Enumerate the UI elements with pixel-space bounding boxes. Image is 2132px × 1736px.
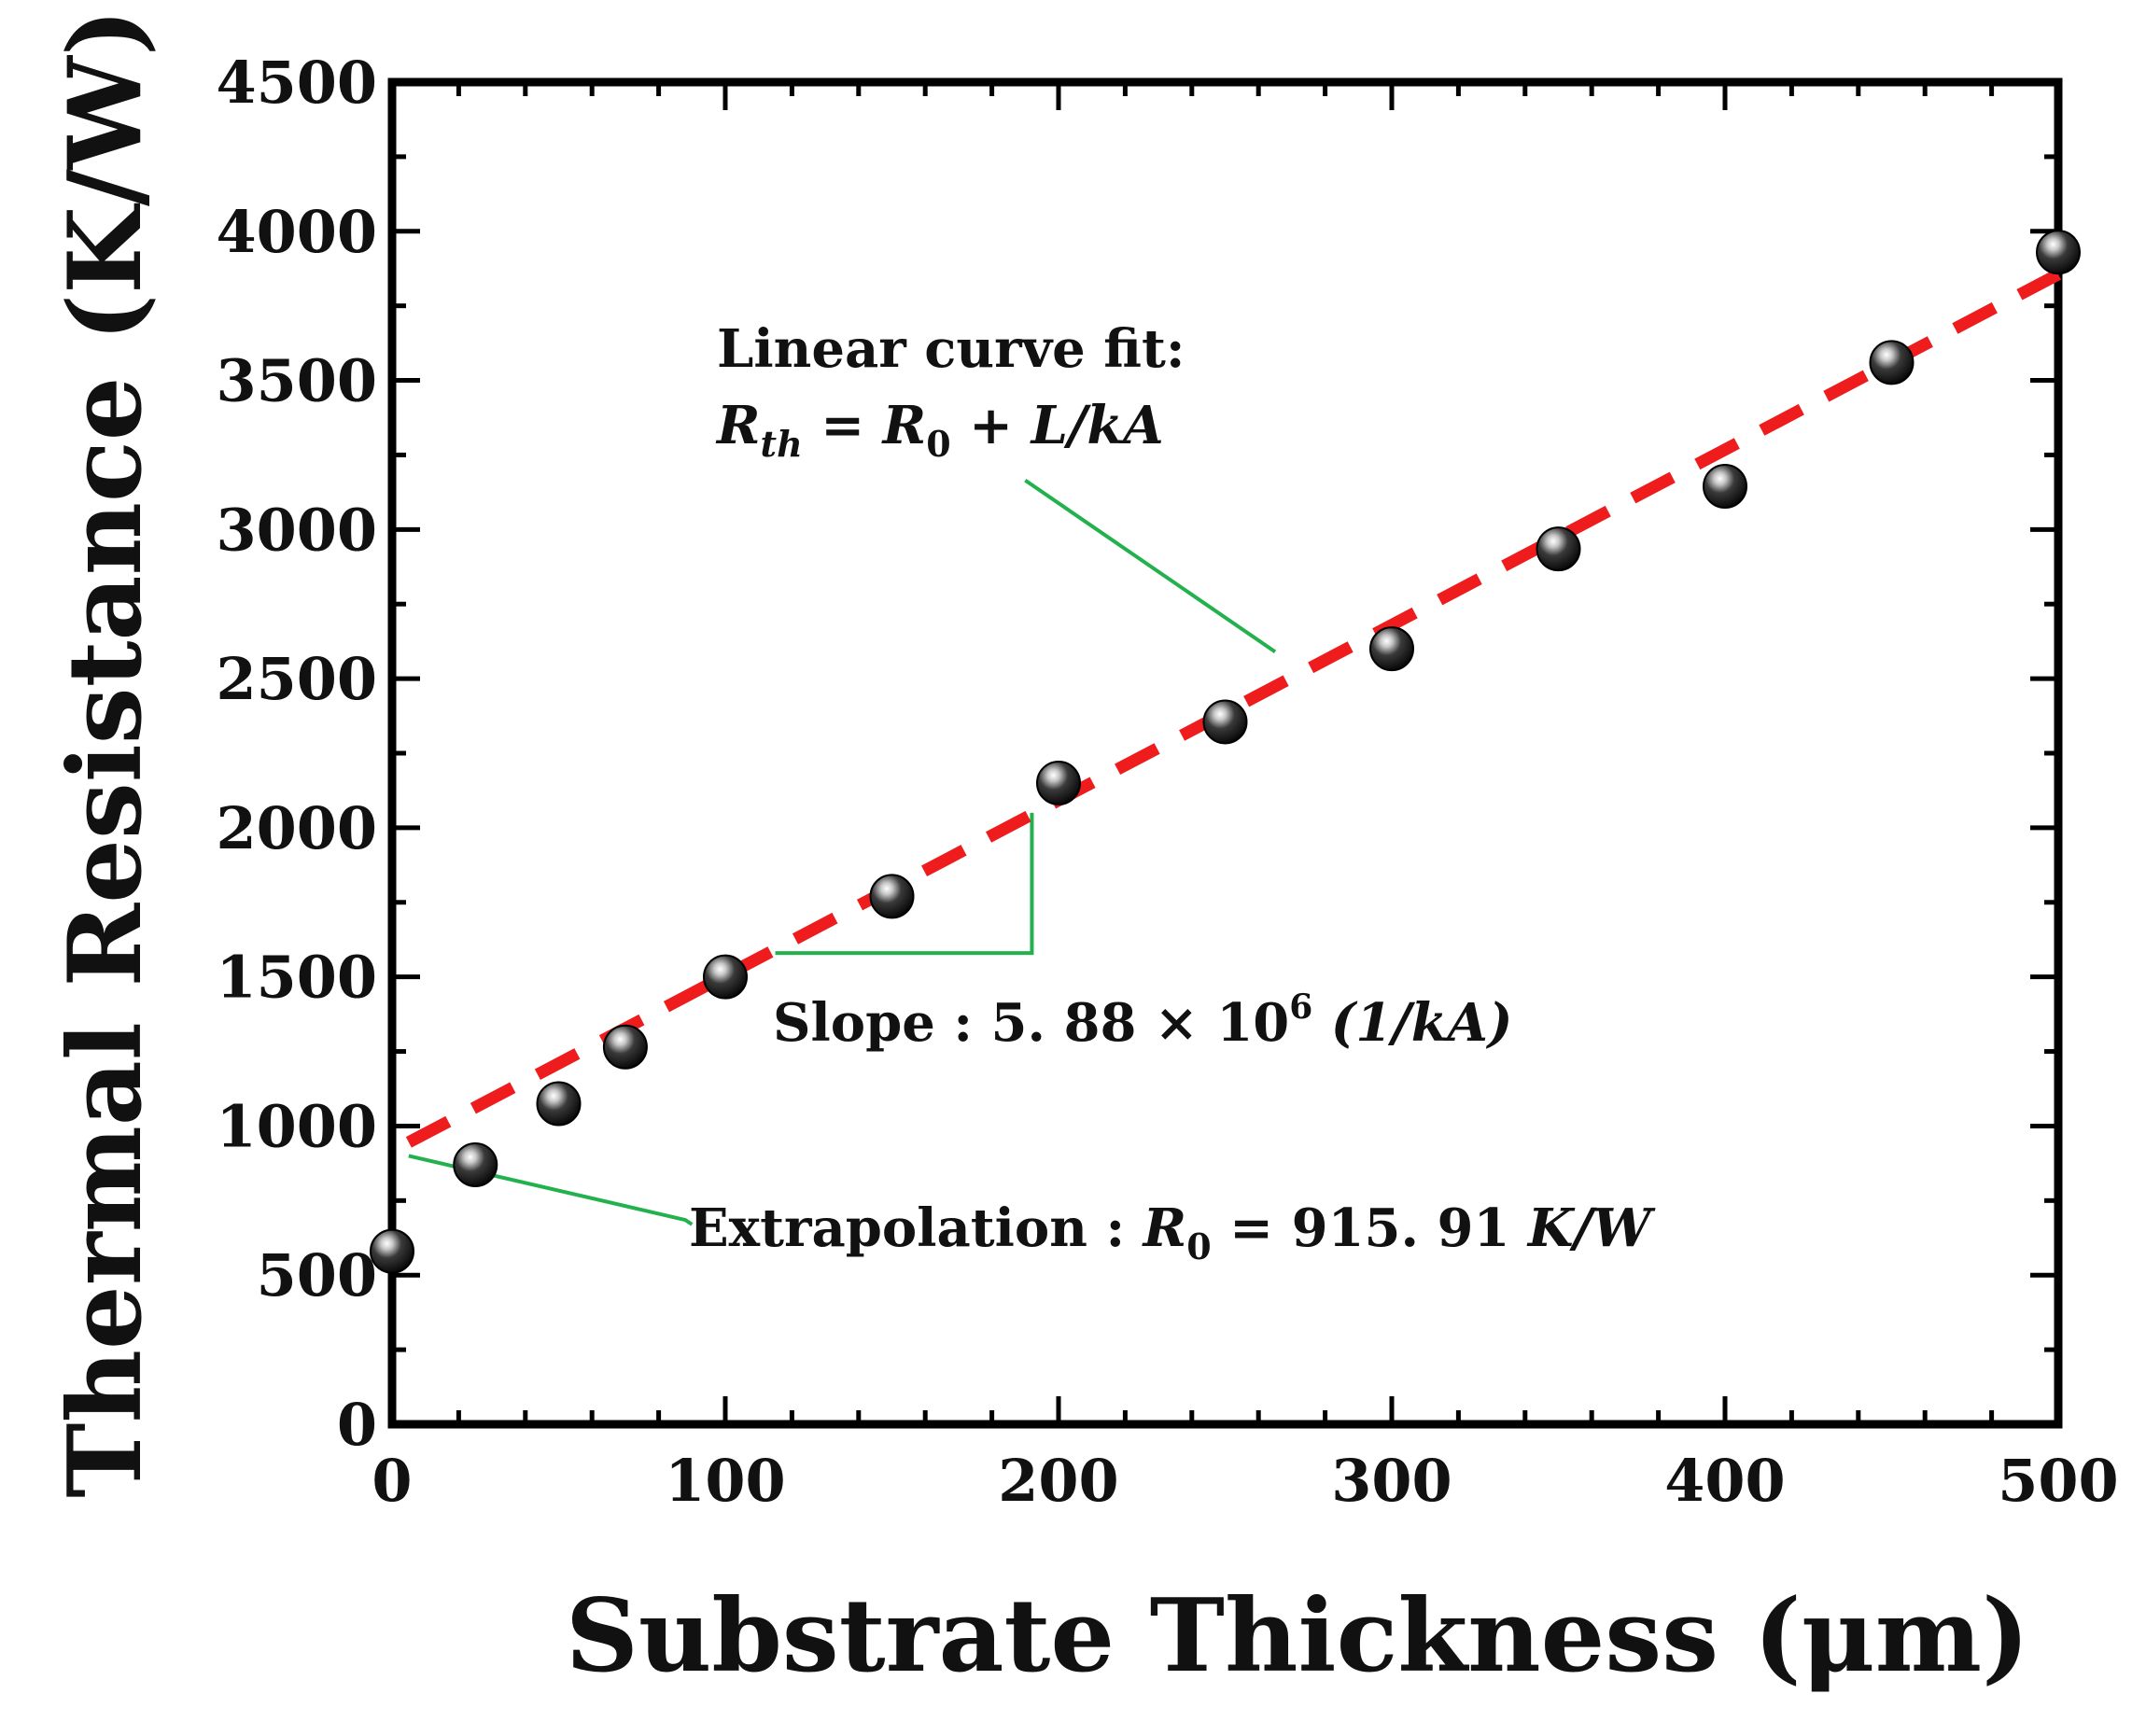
y-axis-ticks — [392, 79, 2058, 1427]
fit-eq-sub-th: th — [761, 423, 803, 465]
x-tick-label: 100 — [665, 1447, 785, 1515]
fit-eq-r: R — [715, 395, 761, 456]
fit-eq-sub-0: 0 — [926, 423, 950, 465]
extrapolation-leader-line — [408, 1154, 694, 1226]
slope-leader-line — [775, 812, 1034, 956]
y-tick-label: 1000 — [216, 1092, 377, 1160]
fit-annotation: Linear curve fit: Rth = R0 + L/kA — [715, 318, 1185, 465]
data-point — [370, 1228, 414, 1274]
data-point — [1536, 526, 1581, 572]
data-point — [2036, 230, 2081, 275]
data-point — [453, 1141, 498, 1187]
y-tick-label: 0 — [337, 1391, 377, 1459]
x-axis-ticks — [389, 82, 2061, 1424]
fit-eq-rest: + L/kA — [951, 395, 1164, 456]
extrap-value: = 915. 91 — [1212, 1197, 1528, 1259]
x-axis-tick-labels: 0 100 200 300 400 500 — [372, 1447, 2118, 1515]
x-tick-label: 400 — [1664, 1447, 1785, 1515]
data-point — [1869, 340, 1915, 385]
x-axis-title: Substrate Thickness (μm) — [566, 1577, 2029, 1695]
slope-annotation: Slope : 5. 88 × 106 (1/kA) — [773, 987, 1512, 1054]
data-point — [536, 1081, 582, 1127]
y-axis-tick-labels: 0 500 1000 1500 2000 2500 3000 3500 4000 4500 — [216, 49, 377, 1459]
data-point — [1202, 699, 1248, 745]
x-tick-label: 200 — [998, 1447, 1118, 1515]
fit-annotation-equation: Rth = R0 + L/kA — [715, 395, 1164, 465]
slope-prefix: Slope : — [773, 992, 991, 1054]
slope-unit: (1/kA) — [1312, 992, 1512, 1054]
extrap-unit: K/W — [1526, 1197, 1656, 1259]
annotation-leader-lines — [408, 478, 1277, 1226]
slope-exponent: 6 — [1289, 987, 1312, 1027]
data-points — [370, 230, 2081, 1274]
y-tick-label: 2500 — [216, 645, 377, 713]
data-point — [1036, 760, 1081, 805]
fit-line — [405, 269, 2062, 1148]
y-axis-title: Thermal Resistance (K/W) — [47, 8, 164, 1498]
fit-eq-equals: = — [803, 395, 883, 456]
fit-leader-line — [1024, 478, 1277, 654]
y-tick-label: 4500 — [216, 49, 377, 117]
y-tick-label: 1500 — [216, 944, 377, 1012]
extrap-prefix: Extrapolation : — [689, 1197, 1143, 1259]
x-tick-label: 300 — [1331, 1447, 1452, 1515]
x-tick-label: 500 — [1998, 1447, 2118, 1515]
data-point — [1703, 463, 1747, 509]
data-point — [869, 874, 915, 919]
y-tick-label: 2000 — [216, 794, 377, 862]
slope-value: 5. 88 × 10 — [991, 992, 1290, 1054]
y-tick-label: 4000 — [216, 198, 377, 266]
extrapolation-annotation: Extrapolation : R0 = 915. 91 K/W — [689, 1197, 1656, 1267]
y-tick-label: 500 — [257, 1241, 377, 1309]
x-tick-label: 0 — [372, 1447, 412, 1515]
data-point — [602, 1024, 648, 1070]
fit-eq-r0: R — [881, 395, 927, 456]
y-tick-label: 3000 — [216, 496, 377, 564]
extrap-r: R — [1142, 1197, 1187, 1259]
extrap-sub-0: 0 — [1186, 1225, 1211, 1267]
data-point — [1369, 626, 1414, 672]
fit-annotation-title: Linear curve fit: — [717, 318, 1185, 380]
data-point — [703, 954, 748, 1000]
y-tick-label: 3500 — [216, 347, 377, 415]
linear-fit-dashed-line — [405, 269, 2062, 1148]
